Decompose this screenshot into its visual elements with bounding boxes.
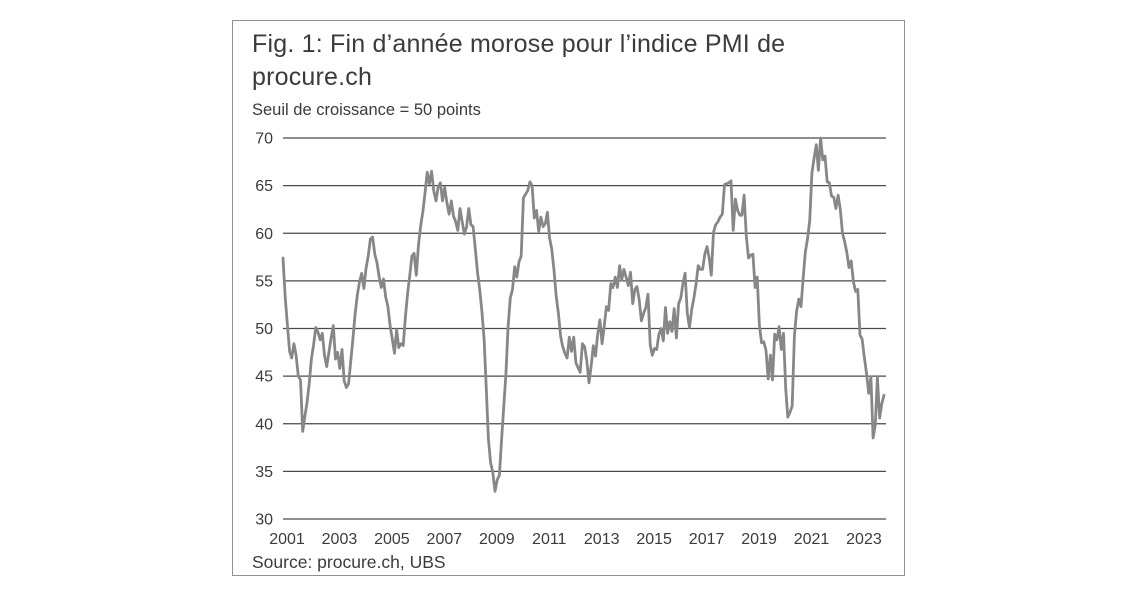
x-tick-label-2001: 2001: [269, 531, 305, 548]
x-tick-label-2005: 2005: [374, 531, 410, 548]
y-tick-label-60: 60: [255, 226, 273, 243]
x-tick-label-2009: 2009: [479, 531, 515, 548]
x-tick-label-2021: 2021: [794, 531, 830, 548]
figure-panel: Fig. 1: Fin d’année morose pour l’indice…: [232, 20, 905, 576]
y-tick-label-45: 45: [255, 369, 273, 386]
y-tick-label-50: 50: [255, 321, 273, 338]
figure-title-line1: Fig. 1: Fin d’année morose pour l’indice…: [252, 30, 786, 58]
y-tick-label-30: 30: [255, 512, 273, 529]
x-tick-label-2023: 2023: [846, 531, 882, 548]
y-tick-label-40: 40: [255, 416, 273, 433]
y-tick-label-70: 70: [255, 131, 273, 148]
x-tick-label-2011: 2011: [532, 531, 567, 548]
figure-title-line2: procure.ch: [252, 63, 373, 91]
figure-subtitle: Seuil de croissance = 50 points: [252, 101, 481, 119]
pmi-line-chart: 30 35 40 45 50 55 60 65 70 2001 2003 2005 2007 2009 20…: [255, 131, 886, 548]
figure-source: Source: procure.ch, UBS: [252, 552, 446, 572]
y-tick-label-55: 55: [255, 273, 273, 290]
x-tick-label-2013: 2013: [584, 531, 620, 548]
pmi-series-line: [281, 136, 886, 493]
x-tick-label-2007: 2007: [427, 531, 463, 548]
x-tick-label-2015: 2015: [636, 531, 672, 548]
x-tick-label-2003: 2003: [322, 531, 358, 548]
y-tick-label-35: 35: [255, 464, 273, 481]
x-tick-label-2019: 2019: [741, 531, 777, 548]
x-tick-label-2017: 2017: [689, 531, 725, 548]
y-tick-label-65: 65: [255, 178, 273, 195]
